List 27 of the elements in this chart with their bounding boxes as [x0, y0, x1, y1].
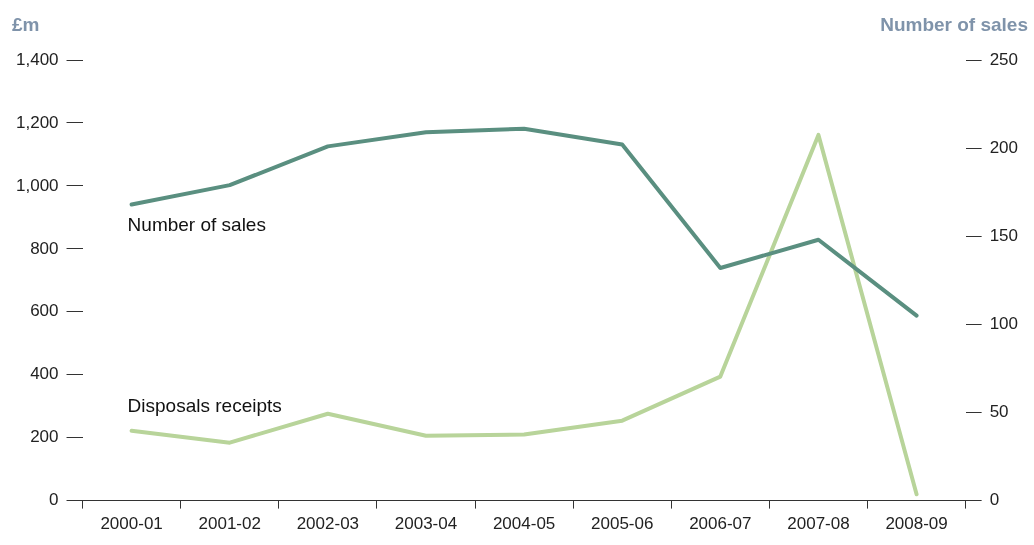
x-tick-label: 2007-08	[787, 514, 850, 534]
x-tick-label: 2004-05	[492, 514, 556, 534]
series-label: Disposals receipts	[127, 395, 282, 417]
y-tick-label: 0	[49, 490, 59, 510]
x-tick-label: 2005-06	[591, 514, 654, 534]
y2-tick-label: 100	[989, 314, 1019, 334]
y2-tick-label: 250	[989, 49, 1019, 69]
x-tick-label: 2000-01	[100, 514, 163, 534]
x-tick-label: 2003-04	[394, 514, 458, 534]
x-tick-label: 2002-03	[296, 514, 360, 534]
y-tick-label: 800	[30, 238, 59, 258]
series-label: Number of sales	[127, 214, 266, 236]
y2-axis-title: Number of sales	[880, 13, 1028, 35]
y2-tick-label: 0	[989, 490, 1000, 510]
y-tick-label: 1,200	[15, 112, 59, 132]
y-tick-label: 1,000	[15, 175, 59, 195]
y-tick-label: 1,400	[15, 49, 59, 69]
y-tick-label: 400	[30, 364, 59, 384]
y-tick-label: 200	[30, 427, 59, 447]
x-tick-label: 2006-07	[689, 514, 752, 534]
y2-tick-label: 50	[989, 402, 1009, 422]
y-axis-title: £m	[12, 13, 40, 35]
x-tick-label: 2008-09	[885, 514, 948, 534]
x-tick-label: 2001-02	[198, 514, 261, 534]
y2-tick-label: 200	[989, 137, 1019, 157]
y2-tick-label: 150	[989, 225, 1019, 245]
y-tick-label: 600	[30, 301, 59, 321]
